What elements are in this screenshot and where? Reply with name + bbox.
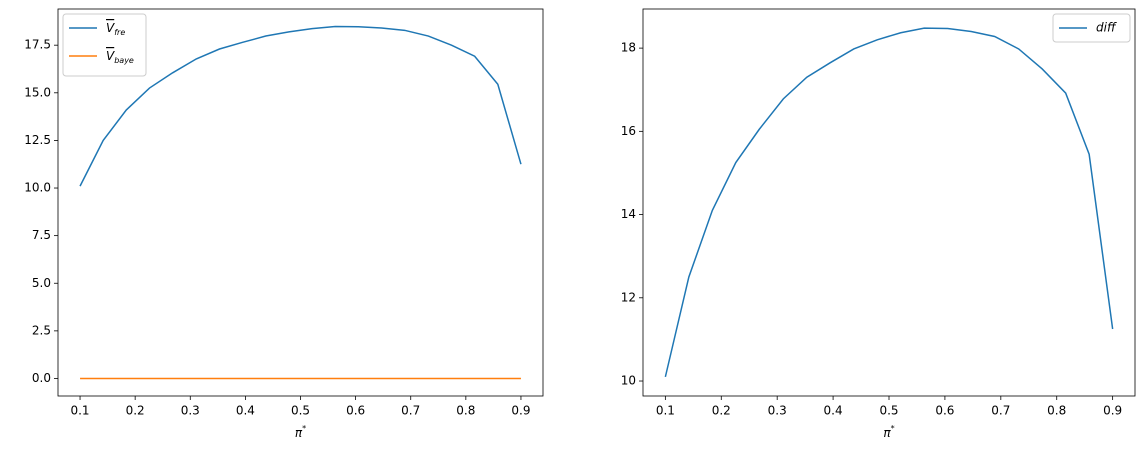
legend-label: diff xyxy=(1096,21,1117,35)
series-line xyxy=(79,25,522,187)
legend-label: Vfre xyxy=(106,21,125,37)
x-tick-label: 0.9 xyxy=(1103,404,1122,418)
series-line xyxy=(664,27,1114,378)
x-tick-label: 0.8 xyxy=(456,404,475,418)
x-tick-label: 0.4 xyxy=(236,404,255,418)
y-tick-label: 14 xyxy=(621,207,636,221)
legend-box xyxy=(1052,13,1131,43)
y-tick-label: 15.0 xyxy=(24,85,51,99)
x-tick-label: 0.8 xyxy=(1047,404,1066,418)
plot-frame xyxy=(57,8,544,397)
x-axis-label: π* xyxy=(295,424,306,440)
legend-box xyxy=(62,13,147,77)
x-tick-label: 0.3 xyxy=(181,404,200,418)
x-tick-label: 0.1 xyxy=(656,404,675,418)
y-tick-label: 10.0 xyxy=(24,181,51,195)
x-tick-label: 0.5 xyxy=(291,404,310,418)
x-tick-label: 0.5 xyxy=(879,404,898,418)
y-tick-label: 7.5 xyxy=(32,228,51,242)
y-tick-label: 12.5 xyxy=(24,133,51,147)
y-tick-label: 5.0 xyxy=(32,276,51,290)
y-tick-label: 16 xyxy=(621,124,636,138)
x-tick-label: 0.3 xyxy=(768,404,787,418)
x-axis-label: π* xyxy=(883,424,894,440)
x-tick-label: 0.6 xyxy=(346,404,365,418)
y-tick-label: 0.0 xyxy=(32,371,51,385)
x-tick-label: 0.6 xyxy=(935,404,954,418)
legend-label: Vbaye xyxy=(106,49,134,65)
x-tick-label: 0.7 xyxy=(401,404,420,418)
y-tick-label: 17.5 xyxy=(24,38,51,52)
x-tick-label: 0.9 xyxy=(511,404,530,418)
plot-frame xyxy=(642,8,1136,397)
y-tick-label: 12 xyxy=(621,290,636,304)
y-tick-label: 18 xyxy=(621,41,636,55)
x-tick-label: 0.2 xyxy=(126,404,145,418)
x-tick-label: 0.4 xyxy=(824,404,843,418)
x-tick-label: 0.2 xyxy=(712,404,731,418)
y-tick-label: 2.5 xyxy=(32,323,51,337)
x-tick-label: 0.1 xyxy=(70,404,89,418)
x-tick-label: 0.7 xyxy=(991,404,1010,418)
y-tick-label: 10 xyxy=(621,374,636,388)
